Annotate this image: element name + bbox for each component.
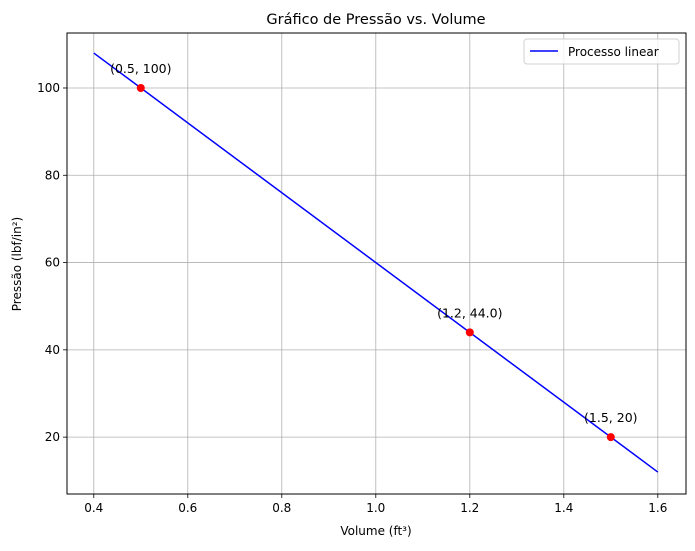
grid — [67, 33, 686, 494]
x-tick-label: 1.6 — [648, 501, 667, 515]
y-tick-label: 100 — [37, 81, 60, 95]
points: (0.5, 100) (1.2, 44.0) (1.5, 20) — [110, 61, 638, 442]
x-tick-label: 1.4 — [554, 501, 573, 515]
ticks: 0.4 0.6 0.8 1.0 1.2 1.4 1.6 20 40 60 80 100 — [37, 81, 667, 515]
x-tick-label: 0.4 — [84, 501, 103, 515]
y-tick-label: 80 — [45, 168, 60, 182]
data-point-label: (1.5, 20) — [584, 410, 638, 425]
y-axis-label: Pressão (lbf/in²) — [10, 217, 24, 311]
y-tick-label: 20 — [45, 430, 60, 444]
legend-box — [523, 38, 680, 65]
x-tick-label: 1.0 — [366, 501, 385, 515]
data-point-label: (0.5, 100) — [110, 61, 171, 76]
series-line — [93, 52, 659, 473]
data-point — [465, 328, 474, 337]
x-tick-label: 0.6 — [178, 501, 197, 515]
x-tick-label: 0.8 — [272, 501, 291, 515]
data-point-label: (1.2, 44.0) — [437, 305, 502, 320]
x-tick-label: 1.2 — [460, 501, 479, 515]
plot-frame — [66, 32, 687, 495]
data-point — [606, 433, 615, 442]
x-axis-label: Volume (ft³) — [340, 524, 411, 538]
y-tick-label: 40 — [45, 343, 60, 357]
legend-label: Processo linear — [568, 45, 659, 59]
series — [93, 52, 659, 473]
data-point — [136, 83, 145, 92]
legend: Processo linear — [523, 38, 680, 65]
y-tick-label: 60 — [45, 256, 60, 270]
chart-title: Gráfico de Pressão vs. Volume — [266, 12, 485, 28]
